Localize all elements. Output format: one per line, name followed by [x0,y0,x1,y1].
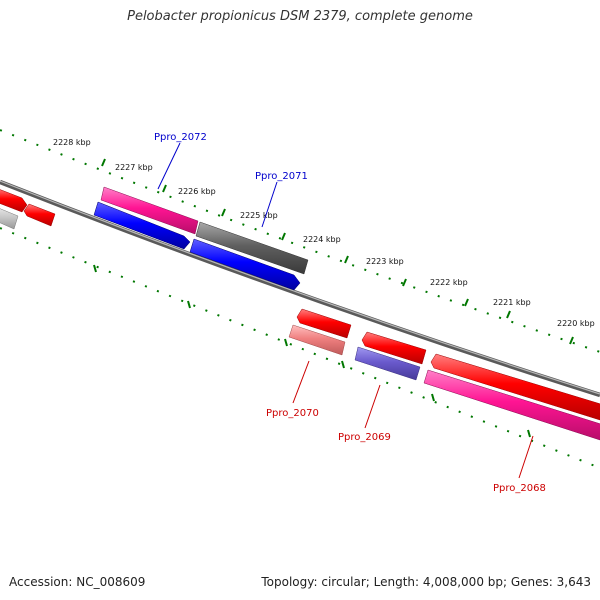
genome-backbone-highlight [0,180,600,395]
gene-arrow-ppro2068-red[interactable] [430,353,600,421]
gene-label-ppro2070[interactable]: Ppro_2070 [266,408,319,419]
gene-arrow-ppro2071-gray[interactable] [195,221,309,275]
gene-arrow-red-far-left[interactable] [0,188,28,213]
leader-ppro2070 [292,360,310,404]
gene-arrow-silver-left[interactable] [0,207,19,230]
reverse-strand-genes [288,308,600,441]
tick-label-2228: 2228 kbp [53,138,91,147]
leader-ppro2068 [518,435,534,479]
tick-label-2225: 2225 kbp [240,211,278,220]
gene-label-ppro2069[interactable]: Ppro_2069 [338,432,391,443]
leader-ppro2072 [157,142,181,190]
tick-label-2223: 2223 kbp [366,257,404,266]
topology-text: Topology: circular; Length: 4,008,000 bp… [261,575,591,589]
gene-arrow-blue-2[interactable] [189,238,301,291]
gene-arrow-ppro2070-lightred[interactable] [288,324,346,356]
gene-arrow-red-left[interactable] [23,203,56,227]
leader-ppro2069 [364,384,381,429]
leader-ppro2071 [261,181,278,228]
gene-arrow-blue-1[interactable] [93,201,191,250]
tick-label-2227: 2227 kbp [115,163,153,172]
gene-label-ppro2071[interactable]: Ppro_2071 [255,171,308,182]
tick-label-2220: 2220 kbp [557,319,595,328]
inner-major-ticks [93,264,531,438]
genome-backbone [0,179,600,398]
outer-major-ticks [101,158,574,345]
tick-label-2221: 2221 kbp [493,298,531,307]
gene-arrow-ppro2069-slate[interactable] [354,346,421,381]
gene-label-ppro2068[interactable]: Ppro_2068 [493,483,546,494]
gene-label-ppro2072[interactable]: Ppro_2072 [154,132,207,143]
gene-arrow-ppro2069-red[interactable] [361,331,427,365]
scale-tick-labels: 2228 kbp 2227 kbp 2226 kbp 2225 kbp 2224… [53,138,595,328]
map-title: Pelobacter propionicus DSM 2379, complet… [127,9,473,24]
gene-labels: Ppro_2072 Ppro_2071 Ppro_2070 Ppro_2069 … [154,132,546,494]
tick-label-2226: 2226 kbp [178,187,216,196]
accession-text: Accession: NC_008609 [9,575,146,589]
label-leader-lines [157,142,534,479]
tick-label-2222: 2222 kbp [430,278,468,287]
gene-arrow-ppro2070-red[interactable] [296,308,352,339]
tick-label-2224: 2224 kbp [303,235,341,244]
gene-arrow-ppro2068-pink[interactable] [423,369,600,441]
forward-strand-genes [0,186,309,291]
gene-arrow-ppro2072-pink[interactable] [100,186,199,235]
inner-scale-ring [0,227,600,469]
